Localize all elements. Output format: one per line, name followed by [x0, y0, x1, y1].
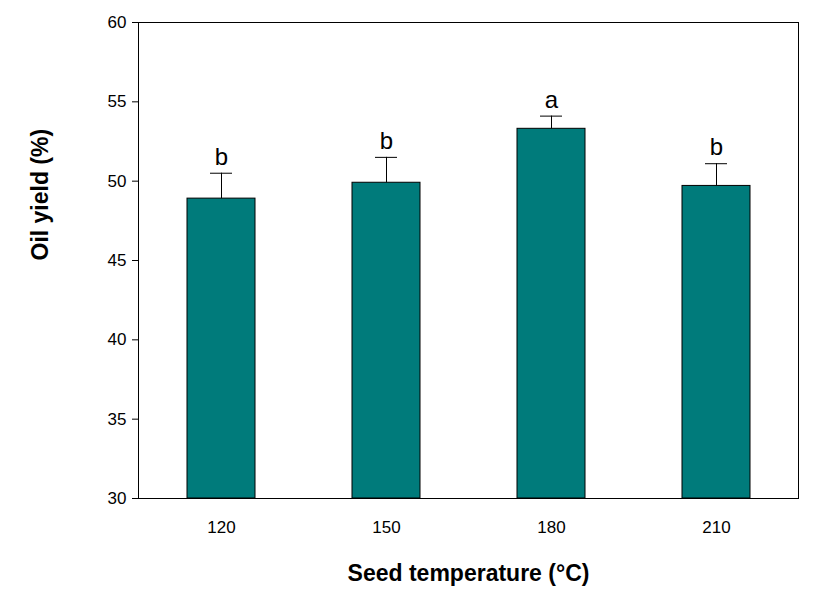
svg-text:50: 50 — [108, 172, 127, 191]
svg-text:Oil yield (%): Oil yield (%) — [27, 129, 53, 261]
svg-text:Seed temperature (°C): Seed temperature (°C) — [348, 560, 590, 586]
svg-text:150: 150 — [372, 518, 400, 537]
svg-text:30: 30 — [108, 489, 127, 508]
svg-text:210: 210 — [702, 518, 730, 537]
svg-text:a: a — [545, 86, 559, 113]
svg-text:b: b — [710, 133, 723, 160]
svg-text:180: 180 — [537, 518, 565, 537]
svg-text:b: b — [215, 143, 228, 170]
svg-text:120: 120 — [207, 518, 235, 537]
svg-text:55: 55 — [108, 92, 127, 111]
svg-text:35: 35 — [108, 410, 127, 429]
svg-text:60: 60 — [108, 13, 127, 32]
svg-text:45: 45 — [108, 251, 127, 270]
svg-text:b: b — [380, 127, 393, 154]
svg-text:40: 40 — [108, 330, 127, 349]
